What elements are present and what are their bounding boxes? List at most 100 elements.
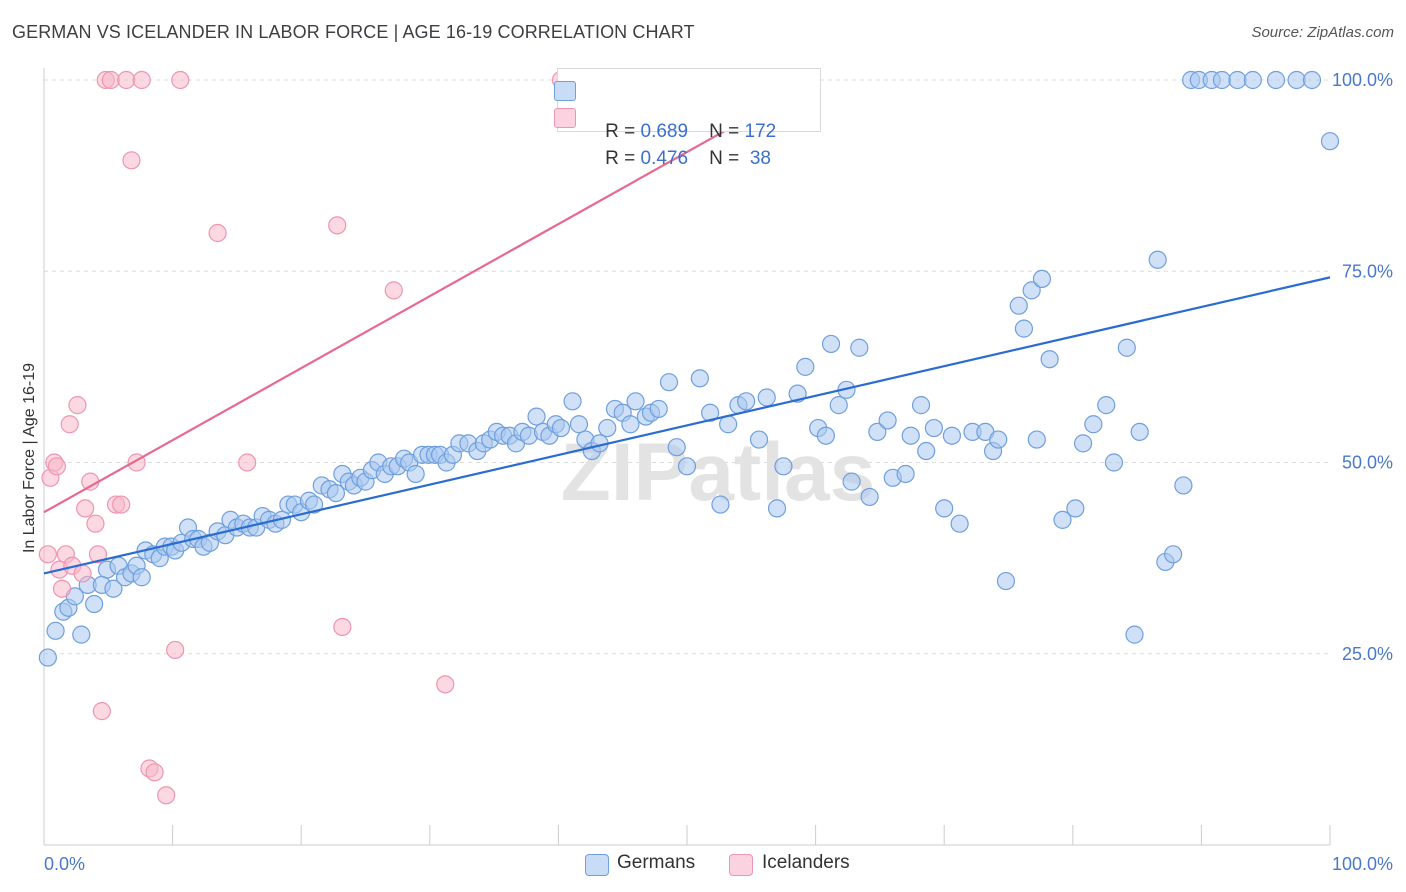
correlation-legend: R = 0.689 N = 172 R = 0.476 N = 38	[554, 68, 821, 169]
icelander-point	[73, 564, 92, 583]
icelanders-trend-line	[43, 79, 817, 514]
german-point	[924, 418, 944, 438]
german-point	[72, 625, 91, 644]
icelander-point	[101, 70, 120, 90]
german-point	[996, 571, 1016, 591]
german-point	[737, 392, 756, 411]
german-point	[569, 415, 589, 434]
legend-swatch-icelanders	[554, 108, 576, 128]
german-point	[1014, 319, 1034, 338]
legend-swatch-icelanders	[729, 854, 753, 876]
x-tick-label-max: 100.0%	[1332, 854, 1393, 874]
german-point	[1040, 350, 1059, 369]
german-point	[667, 438, 686, 457]
icelander-point	[208, 223, 227, 243]
icelander-point	[132, 70, 151, 90]
icelander-point	[92, 702, 111, 721]
german-point	[563, 392, 582, 411]
german-point	[132, 568, 151, 587]
icelander-point	[384, 281, 403, 300]
icelander-point	[328, 216, 347, 235]
legend-n-value: 172	[744, 121, 777, 142]
icelander-point	[117, 70, 136, 90]
icelander-point	[122, 151, 141, 170]
german-point	[911, 396, 931, 415]
y-axis-label: In Labor Force | Age 16-19	[21, 363, 38, 553]
legend-r-value: 0.476	[640, 148, 689, 169]
german-point	[1097, 396, 1116, 415]
german-point	[406, 464, 425, 484]
german-point	[1104, 453, 1124, 472]
german-point	[868, 422, 887, 441]
german-point	[1066, 499, 1085, 518]
german-point	[626, 392, 645, 411]
german-point	[527, 407, 546, 426]
german-point	[1009, 296, 1028, 315]
german-point	[304, 495, 324, 514]
german-point	[878, 411, 897, 430]
german-point	[1228, 70, 1247, 90]
legend-row-icelanders: R = 0.476 N = 38	[554, 104, 771, 169]
german-point	[896, 464, 915, 484]
german-point	[1266, 70, 1286, 90]
y-tick-label: 100.0%	[1332, 70, 1393, 90]
german-point	[1320, 132, 1340, 151]
german-point	[1302, 70, 1322, 90]
german-point	[757, 388, 776, 407]
icelander-point	[60, 415, 79, 434]
german-point	[816, 426, 835, 445]
x-tick-label-min: 0.0%	[44, 854, 85, 874]
german-point	[989, 430, 1008, 449]
icelander-point	[38, 545, 57, 564]
german-point	[942, 426, 962, 445]
german-point	[326, 484, 346, 503]
icelander-point	[238, 453, 257, 472]
german-point	[677, 457, 697, 476]
german-point	[1287, 70, 1306, 90]
german-point	[1164, 545, 1183, 564]
german-point	[1125, 625, 1144, 644]
icelander-point	[81, 472, 100, 491]
icelander-point	[145, 763, 164, 782]
trend-lines	[43, 79, 1331, 575]
icelander-point	[436, 675, 455, 694]
german-point	[701, 403, 720, 422]
icelander-point	[88, 545, 108, 564]
legend-label-icelanders: Icelanders	[762, 852, 850, 873]
legend-n-label: N =	[709, 121, 745, 142]
german-point	[1212, 70, 1232, 90]
legend-r-label: R =	[605, 148, 641, 169]
german-point	[551, 418, 571, 438]
german-point	[950, 514, 969, 533]
series-legend: Germans Icelanders	[0, 852, 1406, 878]
german-point	[1148, 250, 1167, 269]
german-point	[796, 357, 815, 376]
icelander-point	[52, 579, 72, 598]
german-point	[38, 648, 57, 667]
german-point	[1032, 269, 1052, 288]
german-point	[1117, 338, 1136, 357]
source-note: Source: ZipAtlas.com	[1251, 24, 1394, 41]
icelander-point	[68, 396, 87, 415]
icelander-point	[171, 70, 190, 90]
y-tick-label: 75.0%	[1342, 261, 1393, 281]
icelander-point	[157, 786, 176, 805]
german-point	[749, 430, 769, 449]
axes	[43, 68, 1331, 846]
german-point	[829, 396, 848, 415]
german-point	[85, 594, 104, 614]
german-point	[1130, 422, 1149, 441]
icelander-point	[166, 640, 185, 660]
legend-r-value: 0.689	[640, 121, 689, 142]
legend-swatch-germans	[554, 81, 576, 101]
german-point	[1073, 434, 1093, 453]
legend-r-label: R =	[605, 121, 641, 142]
germans-trend-line	[43, 276, 1331, 575]
german-point	[690, 369, 709, 388]
german-point	[774, 457, 793, 476]
y-tick-label: 50.0%	[1342, 453, 1393, 473]
german-point	[1243, 70, 1262, 90]
german-point	[659, 373, 679, 392]
german-point	[711, 495, 730, 514]
